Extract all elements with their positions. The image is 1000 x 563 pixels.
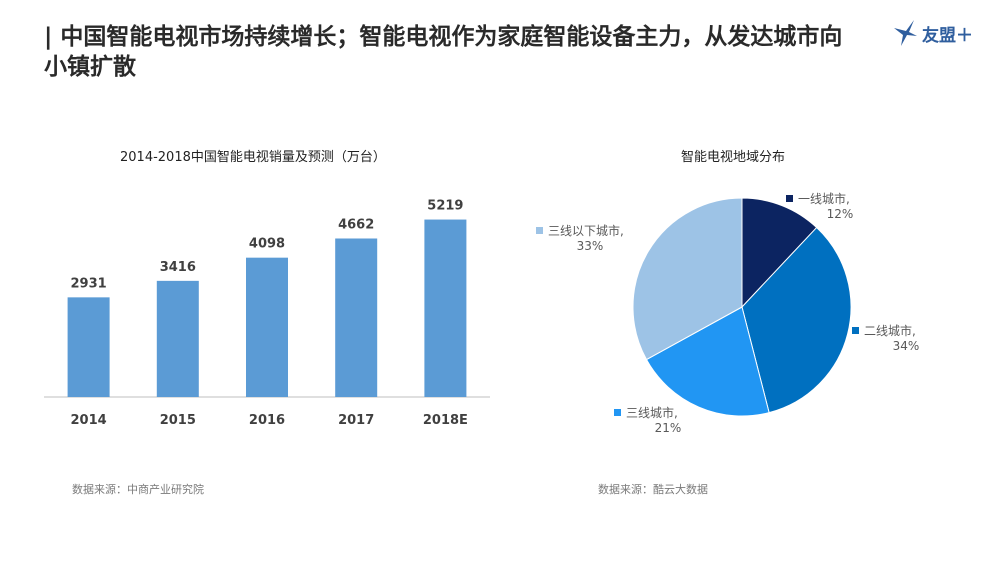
bar-chart-source: 数据来源：中商产业研究院 <box>72 483 204 496</box>
legend-marker-below-tier3 <box>536 227 543 234</box>
pie-label-tier2: 二线城市, <box>864 323 916 338</box>
pie-label-tier3: 三线城市, <box>626 405 678 420</box>
pie-value-tier3: 21% <box>655 421 682 435</box>
pie-value-tier2: 34% <box>893 339 920 353</box>
logo-text: 友盟＋ <box>922 25 973 46</box>
legend-marker-tier2 <box>852 327 859 334</box>
x-tick-label-2016: 2016 <box>249 413 285 428</box>
data-label-2016: 4098 <box>249 237 285 252</box>
page-title: | 中国智能电视市场持续增长；智能电视作为家庭智能设备主力，从发达城市向小镇扩散 <box>44 24 843 80</box>
pie-label-tier1: 一线城市, <box>798 191 850 206</box>
pie-chart-source: 数据来源：酷云大数据 <box>598 483 708 496</box>
umeng-logo: 友盟＋ <box>892 16 987 50</box>
legend-marker-tier3 <box>614 409 621 416</box>
bar-2017 <box>335 238 378 397</box>
pie-slice-tier1 <box>741 197 818 309</box>
pie-value-below-tier3: 33% <box>577 239 604 253</box>
pie-value-tier1: 12% <box>827 207 854 221</box>
bird-logo-icon <box>894 20 917 46</box>
pie-slice-tier2 <box>741 226 852 414</box>
data-label-2017: 4662 <box>338 217 374 232</box>
data-label-2014: 2931 <box>71 276 107 291</box>
bar-chart-title: 2014-2018中国智能电视销量及预测（万台） <box>120 150 386 165</box>
pie-chart: 一线城市,12% 二线城市,34% 三线城市,21% 三线以下城市,33% <box>536 191 920 435</box>
x-tick-label-2014: 2014 <box>71 413 107 428</box>
data-label-2015: 3416 <box>160 260 196 275</box>
pie-slice-tier3 <box>645 306 770 417</box>
x-tick-label-2017: 2017 <box>338 413 374 428</box>
bar-chart: 2931 2014 3416 2015 4098 2016 4662 2017 5219 2018… <box>44 199 490 428</box>
pie-label-below-tier3: 三线以下城市, <box>548 223 624 238</box>
bar-2015 <box>156 280 199 397</box>
bar-2018E <box>424 219 467 397</box>
x-tick-label-2018E: 2018E <box>423 413 468 428</box>
data-label-2018E: 5219 <box>427 199 463 214</box>
bar-2016 <box>246 257 288 397</box>
legend-marker-tier1 <box>786 195 793 202</box>
x-tick-label-2015: 2015 <box>160 413 196 428</box>
pie-slice-below-tier3 <box>632 197 743 361</box>
bar-2014 <box>67 297 110 397</box>
pie-chart-title: 智能电视地域分布 <box>681 150 786 165</box>
